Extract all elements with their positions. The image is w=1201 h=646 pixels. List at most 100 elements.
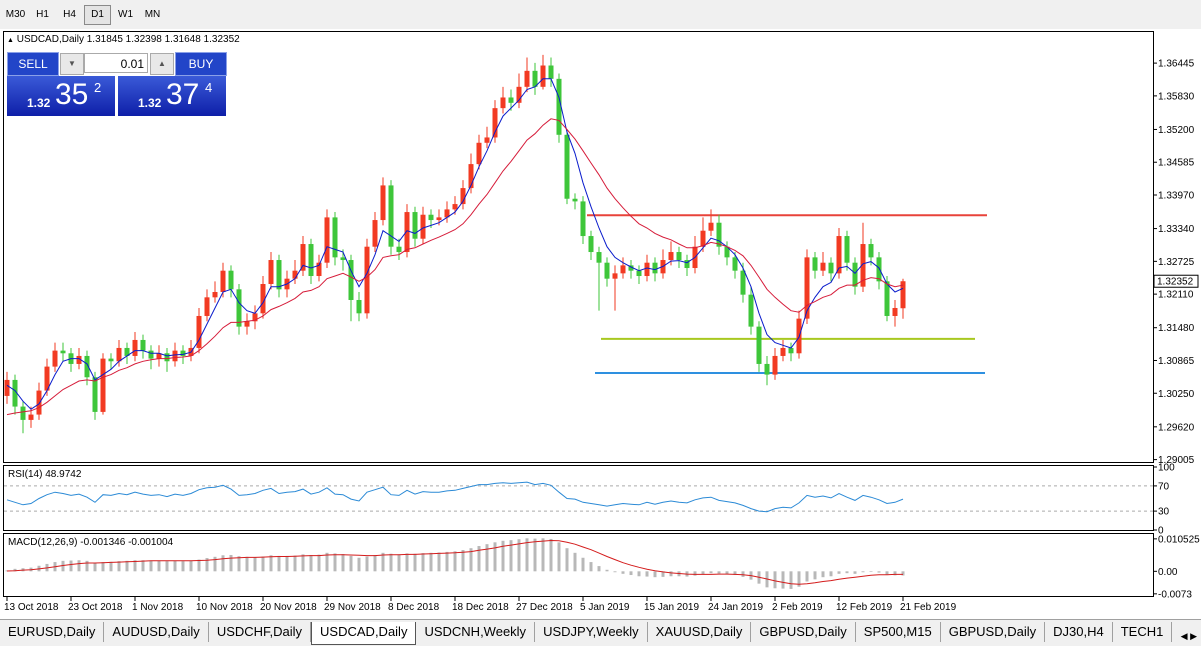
- symbol-title: USDCAD,Daily: [17, 34, 84, 45]
- candle-body: [564, 134, 570, 199]
- x-tick-label: 23 Oct 2018: [68, 602, 123, 613]
- macd-bar: [605, 569, 609, 572]
- bid-big: 1.32: [27, 96, 51, 110]
- chart-tab[interactable]: DJ30,H4: [1045, 622, 1113, 642]
- candle-body: [612, 273, 618, 279]
- macd-title: MACD(12,26,9): [8, 537, 77, 548]
- x-tick-label: 13 Oct 2018: [4, 602, 59, 613]
- macd-bar: [205, 558, 209, 572]
- macd-bar: [245, 556, 249, 572]
- macd-bar: [637, 571, 641, 577]
- timeframe-button[interactable]: H1: [36, 9, 49, 20]
- macd-bar: [797, 571, 801, 587]
- candle-body: [588, 236, 594, 253]
- y-tick-label: 1.30865: [1158, 356, 1195, 367]
- chart-tab[interactable]: SP500,M15: [856, 622, 941, 642]
- candle-body: [308, 244, 314, 277]
- timeframe-button[interactable]: W1: [118, 9, 133, 20]
- timeframe-button[interactable]: D1: [84, 5, 111, 25]
- x-tick-label: 29 Nov 2018: [324, 602, 381, 613]
- timeframe-button[interactable]: H4: [63, 9, 76, 20]
- candle-body: [668, 252, 674, 261]
- lot-up[interactable]: ▲: [150, 53, 174, 75]
- candle-body: [372, 220, 378, 247]
- macd-header: MACD(12,26,9) -0.001346 -0.001004: [8, 537, 174, 548]
- candle-body: [468, 164, 474, 189]
- candle-body: [876, 257, 882, 282]
- macd-bar: [741, 571, 745, 577]
- x-tick-label: 18 Dec 2018: [452, 602, 509, 613]
- x-tick-label: 1 Nov 2018: [132, 602, 184, 613]
- timeframe-toolbar: M30 H1 H4 D1 W1 MN: [0, 0, 1201, 30]
- rsi-title: RSI(14): [8, 469, 42, 480]
- candle-body: [276, 260, 282, 290]
- macd-bar: [701, 571, 705, 575]
- macd-bar: [293, 555, 297, 572]
- tab-scroll[interactable]: ◀ ▶: [1178, 626, 1199, 646]
- macd-bar: [437, 552, 441, 572]
- macd-bar: [421, 553, 425, 572]
- macd-bar: [125, 560, 129, 572]
- candle-body: [748, 294, 754, 327]
- macd-bar: [197, 559, 201, 572]
- candle-body: [700, 230, 706, 247]
- y-tick-label: 30: [1158, 507, 1170, 518]
- candle-body: [172, 350, 178, 362]
- bid-price[interactable]: 1.32 35 2: [7, 76, 115, 116]
- chart-tab[interactable]: USDCHF,Daily: [209, 622, 312, 642]
- chart-tab[interactable]: TECH1: [1113, 622, 1173, 642]
- chart-tab[interactable]: USDCNH,Weekly: [416, 622, 536, 642]
- macd-bar: [333, 553, 337, 572]
- macd-bar: [661, 571, 665, 577]
- macd-bar: [893, 571, 897, 576]
- sell-button[interactable]: SELL: [7, 52, 59, 76]
- macd-bar: [645, 571, 649, 577]
- macd-bar: [789, 571, 793, 589]
- candle-body: [676, 252, 682, 261]
- macd-bar: [541, 538, 545, 572]
- rsi-header: RSI(14) 48.9742: [8, 469, 82, 480]
- x-tick-label: 2 Feb 2019: [772, 602, 823, 613]
- chart-tab[interactable]: GBPUSD,Daily: [751, 622, 856, 642]
- y-tick-label: -0.0073: [1158, 589, 1192, 600]
- chart-tab[interactable]: AUDUSD,Daily: [104, 622, 209, 642]
- candle-body: [652, 262, 658, 274]
- lot-down[interactable]: ▼: [60, 53, 84, 75]
- candle-body: [508, 97, 514, 103]
- x-tick-label: 8 Dec 2018: [388, 602, 440, 613]
- macd-bar: [349, 555, 353, 572]
- timeframe-button[interactable]: M30: [5, 9, 26, 20]
- bid-fraction: 2: [94, 80, 102, 95]
- header-open: 1.31845: [87, 34, 124, 45]
- candle-body: [268, 260, 274, 285]
- chart-tab[interactable]: XAUUSD,Daily: [648, 622, 752, 642]
- candle-body: [28, 414, 34, 420]
- timeframe-button[interactable]: MN: [144, 9, 161, 20]
- macd-bar: [853, 571, 857, 574]
- chart-tab[interactable]: USDCAD,Daily: [311, 622, 417, 645]
- header-low: 1.31648: [165, 34, 202, 45]
- lot-input[interactable]: 0.01: [84, 53, 148, 73]
- macd-bar: [229, 554, 233, 572]
- macd-bar: [565, 548, 569, 572]
- macd-bar: [69, 560, 73, 572]
- macd-bar: [221, 555, 225, 572]
- y-tick-label: 0.00: [1158, 567, 1178, 578]
- candle-body: [116, 347, 122, 362]
- chart-tab[interactable]: USDJPY,Weekly: [535, 622, 648, 642]
- macd-bar: [485, 544, 489, 572]
- candle-body: [420, 214, 426, 239]
- macd-bar: [253, 557, 257, 572]
- chart-tab[interactable]: EURUSD,Daily: [0, 622, 105, 642]
- macd-bar: [77, 560, 81, 572]
- y-tick-label: 1.33340: [1158, 224, 1195, 235]
- macd-bar: [133, 560, 137, 572]
- ask-price[interactable]: 1.32 37 4: [118, 76, 226, 116]
- macd-bar: [181, 561, 185, 572]
- chart-tab[interactable]: GBPUSD,Daily: [941, 622, 1046, 642]
- buy-button[interactable]: BUY: [175, 52, 227, 76]
- candle-body: [708, 222, 714, 231]
- candle-body: [204, 297, 210, 316]
- candle-body: [460, 188, 466, 205]
